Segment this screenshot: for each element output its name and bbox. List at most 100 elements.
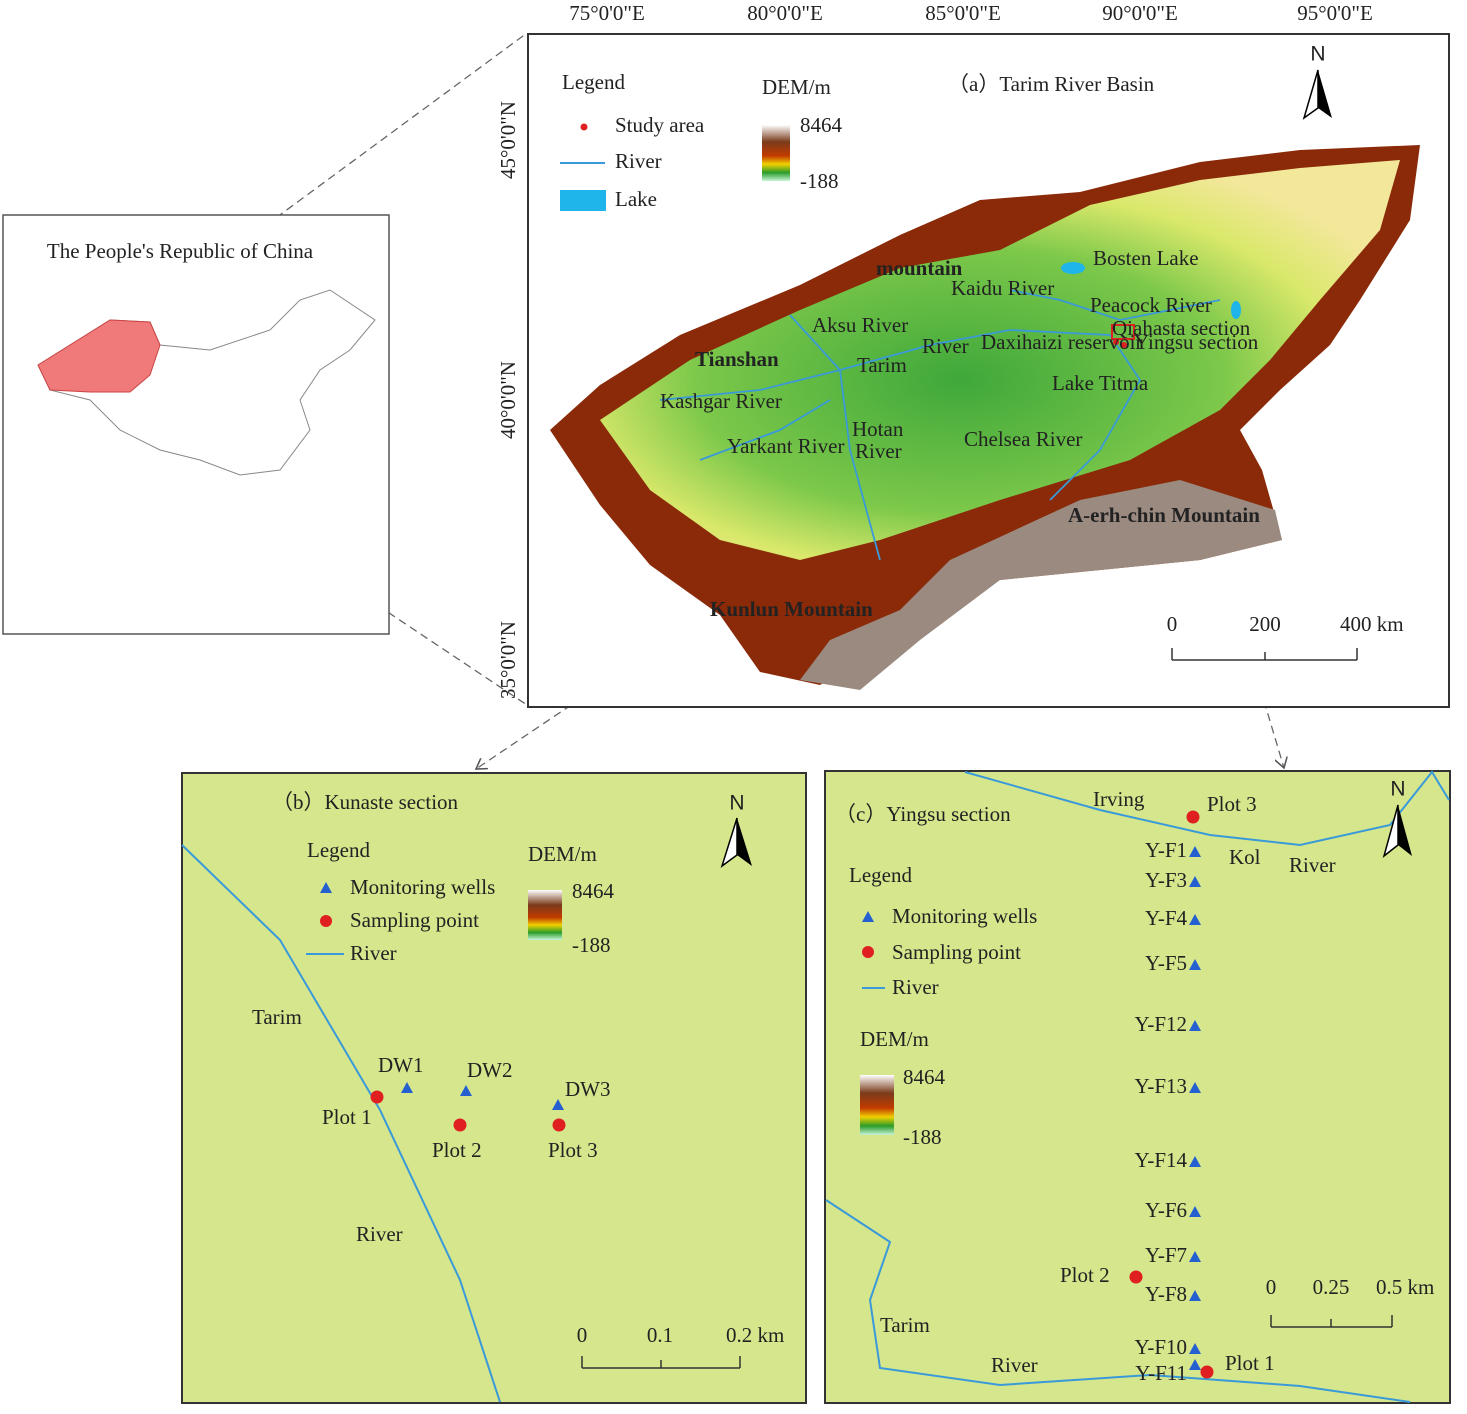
scale-label: 400 km [1340, 612, 1404, 636]
well-label: DW1 [378, 1053, 424, 1077]
place-label: Qiahasta section [1112, 316, 1251, 340]
well-marker [1189, 1290, 1201, 1301]
longitude-label: 75°0'0"E [569, 1, 645, 25]
well-marker [1189, 1359, 1201, 1370]
legend-symbol [580, 123, 588, 131]
well-label: Y-F8 [1145, 1282, 1187, 1306]
place-label: Lake Titma [1052, 371, 1149, 395]
dem-title: DEM/m [528, 842, 597, 866]
dem-max: 8464 [903, 1065, 946, 1089]
longitude-label: 95°0'0"E [1297, 1, 1373, 25]
plot-label: Plot 2 [1060, 1263, 1110, 1287]
place-label: Bosten Lake [1093, 246, 1199, 270]
legend-symbol [560, 190, 606, 211]
plot-marker [1186, 810, 1200, 824]
place-label: mountain [876, 256, 963, 280]
well-marker [1189, 1251, 1201, 1262]
legend-item: Study area [615, 113, 705, 137]
well-marker [1189, 1343, 1201, 1354]
panel-title: （c）Yingsu section [835, 802, 1011, 826]
place-label: Kashgar River [660, 389, 782, 413]
place-label: Chelsea River [964, 427, 1082, 451]
north-label: N [1390, 778, 1405, 801]
dem-ramp [528, 890, 562, 940]
well-label: Y-F14 [1134, 1148, 1187, 1172]
north-label: N [1310, 43, 1325, 66]
well-label: Y-F10 [1134, 1335, 1187, 1359]
well-marker [1189, 1156, 1201, 1167]
well-label: Y-F11 [1135, 1361, 1187, 1385]
plot-marker [453, 1118, 467, 1132]
place-label: Tarim [857, 353, 907, 377]
scale-bar-a [1171, 648, 1358, 661]
plot-label: Plot 3 [548, 1138, 598, 1162]
place-label: Kunlun Mountain [710, 597, 873, 621]
legend-symbol [320, 882, 332, 893]
study-area-box [1111, 324, 1135, 340]
north-arrow [1398, 805, 1412, 856]
north-arrow [1318, 70, 1332, 118]
dem-min: -188 [572, 933, 611, 957]
well-marker [1189, 876, 1201, 887]
north-label: N [729, 792, 744, 815]
dem-min: -188 [903, 1125, 942, 1149]
well-marker [1189, 914, 1201, 925]
well-label: Y-F7 [1145, 1243, 1187, 1267]
latitude-label: 35°0'0"N [496, 621, 520, 699]
legend-symbol [862, 946, 874, 958]
scale-bar-c [1270, 1315, 1393, 1328]
lake [1231, 301, 1241, 319]
longitude-label: 90°0'0"E [1102, 1, 1178, 25]
plot-label: Plot 3 [1207, 792, 1257, 816]
dem-title: DEM/m [762, 75, 831, 99]
well-label: Y-F4 [1145, 906, 1188, 930]
plot-label: Plot 1 [1225, 1351, 1275, 1375]
scale-label: 0.5 km [1376, 1275, 1434, 1299]
well-label: Y-F6 [1145, 1198, 1187, 1222]
legend-item: Monitoring wells [892, 904, 1037, 928]
scale-label: 0 [1167, 612, 1178, 636]
xinjiang [37, 319, 161, 393]
inset-title: The People's Republic of China [47, 239, 314, 263]
plot-label: Plot 1 [322, 1105, 372, 1129]
well-label: DW2 [467, 1058, 513, 1082]
well-label: Y-F1 [1145, 838, 1187, 862]
well-label: Y-F13 [1134, 1074, 1187, 1098]
panel-title: （a）Tarim River Basin [948, 72, 1155, 96]
longitude-label: 85°0'0"E [925, 1, 1001, 25]
rivers-a [659, 289, 1221, 561]
well-marker [1189, 1020, 1201, 1031]
well-marker [1189, 1206, 1201, 1217]
legend-item: River [615, 149, 662, 173]
legend-title: Legend [849, 863, 912, 887]
dem-max: 8464 [572, 879, 615, 903]
place-label: River [356, 1222, 403, 1246]
place-label: Aksu River [812, 313, 908, 337]
place-label: River [991, 1353, 1038, 1377]
legend-item: River [350, 941, 397, 965]
plot-marker [1129, 1270, 1143, 1284]
place-label: Tarim [252, 1005, 302, 1029]
plot-label: Plot 2 [432, 1138, 482, 1162]
place-label: Tianshan [695, 347, 779, 371]
basin-lowland [600, 160, 1400, 560]
plot-marker [370, 1090, 384, 1104]
well-label: Y-F12 [1134, 1012, 1187, 1036]
dem-max: 8464 [800, 113, 843, 137]
place-label: Kol [1229, 845, 1261, 869]
scale-label: 0.2 km [726, 1323, 784, 1347]
legend-title: Legend [307, 838, 370, 862]
place-label: Daxihaizi reservoir [981, 330, 1143, 354]
well-marker [1189, 959, 1201, 970]
plot-marker [552, 1118, 566, 1132]
longitude-label: 80°0'0"E [747, 1, 823, 25]
scale-label: 0.25 [1313, 1275, 1350, 1299]
legend-title: Legend [562, 70, 625, 94]
place-label: Peacock River [1090, 293, 1212, 317]
place-label: Yarkant River [727, 434, 844, 458]
dem-title: DEM/m [860, 1027, 929, 1051]
bosten-lake [1061, 262, 1085, 274]
place-label: River [922, 334, 969, 358]
well-marker [1189, 846, 1201, 857]
